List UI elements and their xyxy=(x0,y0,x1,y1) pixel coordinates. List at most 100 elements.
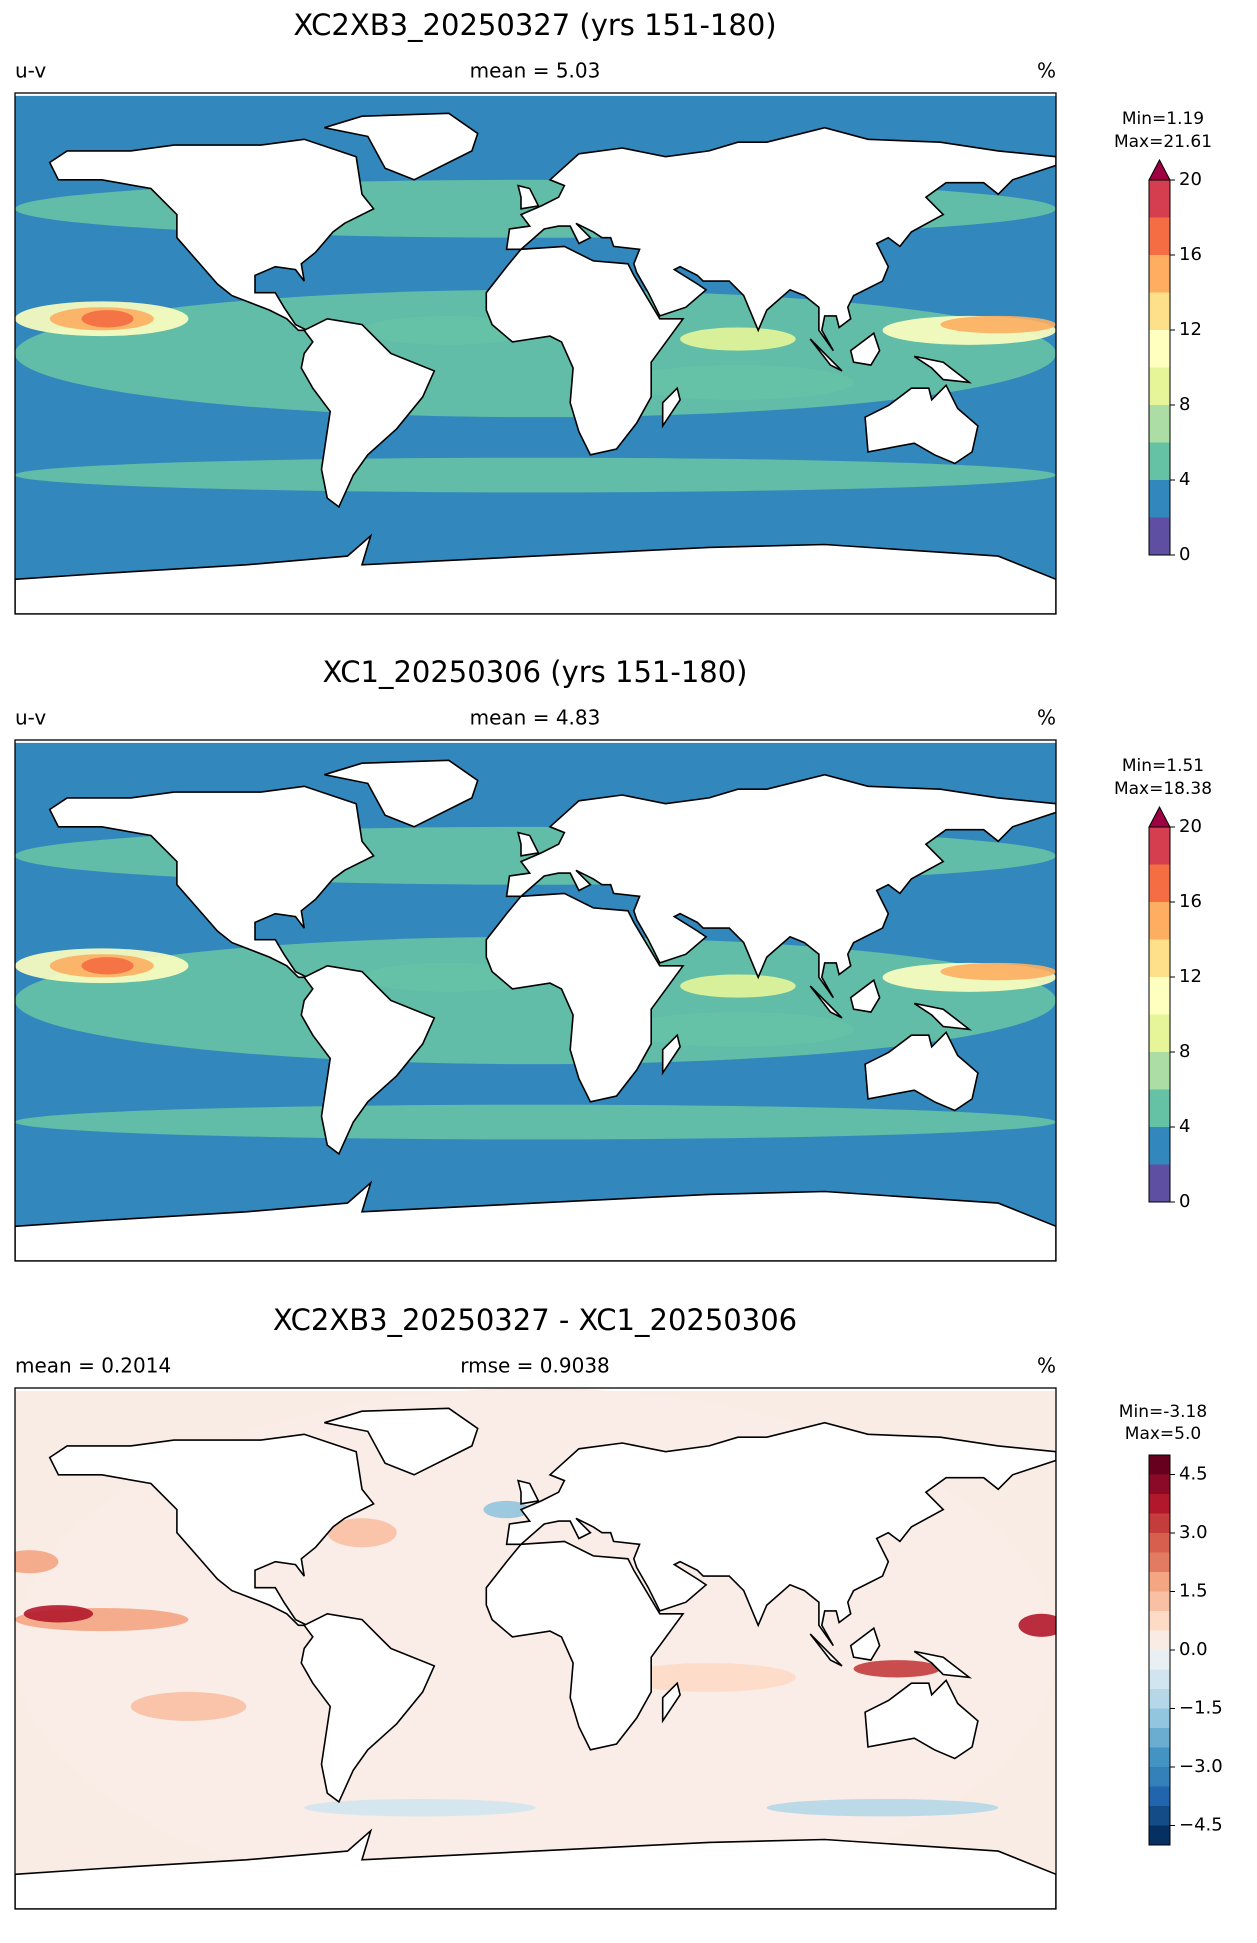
coastline xyxy=(661,386,681,429)
max-label: Max=5.0 xyxy=(1125,1424,1201,1444)
colorbar-bin xyxy=(1149,1552,1170,1572)
coastline xyxy=(15,1828,1056,1909)
field-patch xyxy=(622,1012,854,1047)
colorbar-bin xyxy=(1149,1089,1170,1127)
colorbar-tick-label: 16 xyxy=(1179,244,1202,265)
panel-title: XC2XB3_20250327 - XC1_20250306 xyxy=(273,1303,797,1337)
colorbar-tick-label: 8 xyxy=(1179,394,1190,415)
colorbar-tick-label: −3.0 xyxy=(1179,1756,1223,1777)
units-label: % xyxy=(1037,706,1056,730)
colorbar-tick-label: 20 xyxy=(1179,169,1202,190)
coastline xyxy=(661,1681,681,1724)
coastline xyxy=(849,978,881,1013)
coastline xyxy=(300,317,436,509)
coastline xyxy=(517,831,540,857)
coastline xyxy=(913,355,973,384)
coastline xyxy=(913,1650,973,1679)
colorbar-bin xyxy=(1149,1708,1170,1728)
coastline xyxy=(48,138,375,332)
map xyxy=(15,742,1056,1261)
coastline xyxy=(485,892,685,1103)
field-patch xyxy=(940,315,1056,334)
coastline xyxy=(485,1540,685,1751)
colorbar-bin xyxy=(1149,217,1170,255)
center-label: mean = 5.03 xyxy=(470,59,601,83)
panel-title: XC1_20250306 (yrs 151-180) xyxy=(323,655,748,689)
left-label: u-v xyxy=(15,59,46,83)
coastline xyxy=(324,759,479,828)
colorbar-tick-label: 12 xyxy=(1179,319,1202,340)
max-label: Max=18.38 xyxy=(1114,779,1212,799)
field-patch xyxy=(940,962,1056,981)
colorbar-bin xyxy=(1149,1669,1170,1689)
map xyxy=(15,95,1056,614)
colorbar-bin xyxy=(1149,1127,1170,1165)
coastline xyxy=(849,1626,881,1661)
colorbar-bin xyxy=(1149,1611,1170,1631)
colorbar-tick-label: −1.5 xyxy=(1179,1698,1223,1719)
coastline xyxy=(849,331,881,366)
colorbar-tick-label: 8 xyxy=(1179,1041,1190,1062)
colorbar-bin xyxy=(1149,255,1170,293)
coastline xyxy=(809,1633,843,1667)
colorbar-bin xyxy=(1149,1650,1170,1670)
field-patch xyxy=(23,1605,94,1623)
map-frame xyxy=(14,92,1057,615)
colorbar-bin xyxy=(1149,1767,1170,1787)
coastline xyxy=(505,773,1056,999)
field-patch xyxy=(15,1550,59,1574)
colorbar-bin xyxy=(1149,864,1170,902)
colorbar-bin xyxy=(1149,1689,1170,1709)
colorbar-bin xyxy=(1149,1533,1170,1553)
panel-title: XC2XB3_20250327 (yrs 151-180) xyxy=(293,8,776,42)
coastline xyxy=(809,985,843,1019)
colorbar-bin xyxy=(1149,977,1170,1015)
colorbar-tick-label: 20 xyxy=(1179,816,1202,837)
field-patch xyxy=(622,365,854,400)
coastline xyxy=(485,245,685,456)
coastline xyxy=(505,1421,1056,1647)
coastline xyxy=(661,1033,681,1076)
coastline xyxy=(15,533,1056,614)
colorbar-bin xyxy=(1149,1806,1170,1826)
map-frame xyxy=(14,739,1057,1262)
coastline xyxy=(324,1407,479,1476)
colorbar-bin xyxy=(1149,1825,1170,1845)
colorbar-bin xyxy=(1149,517,1170,555)
units-label: % xyxy=(1037,1354,1056,1378)
max-label: Max=21.61 xyxy=(1114,132,1212,152)
panel: XC2XB3_20250327 (yrs 151-180) u-v mean = 5… xyxy=(14,8,1212,615)
coastline xyxy=(517,1479,540,1505)
coastline xyxy=(913,1002,973,1031)
colorbar-bin xyxy=(1149,180,1170,218)
colorbar-tick-label: 12 xyxy=(1179,966,1202,987)
colorbar-bin xyxy=(1149,1747,1170,1767)
colorbar-bin xyxy=(1149,442,1170,480)
coastline xyxy=(15,1180,1056,1261)
field-patch xyxy=(483,1500,530,1519)
center-label: mean = 4.83 xyxy=(470,706,601,730)
colorbar-tick-label: 4.5 xyxy=(1179,1464,1208,1485)
coastline xyxy=(864,1030,979,1112)
min-label: Min=-3.18 xyxy=(1119,1402,1207,1422)
coastline xyxy=(300,964,436,1156)
colorbar-bin xyxy=(1149,827,1170,865)
coastline xyxy=(48,1433,375,1627)
colorbar-bin xyxy=(1149,1474,1170,1494)
colorbar-bin xyxy=(1149,1164,1170,1202)
field-patch xyxy=(853,1660,941,1678)
colorbar-bin xyxy=(1149,1591,1170,1611)
colorbar-bin xyxy=(1149,367,1170,405)
left-label: mean = 0.2014 xyxy=(15,1354,171,1378)
units-label: % xyxy=(1037,59,1056,83)
min-label: Min=1.51 xyxy=(1122,756,1204,776)
field-patch xyxy=(81,310,134,328)
colorbar-tick-label: 4 xyxy=(1179,469,1190,490)
colorbar-bin xyxy=(1149,902,1170,940)
field-patch xyxy=(15,457,1056,493)
min-label: Min=1.19 xyxy=(1122,109,1204,129)
colorbar-bin xyxy=(1149,1728,1170,1748)
